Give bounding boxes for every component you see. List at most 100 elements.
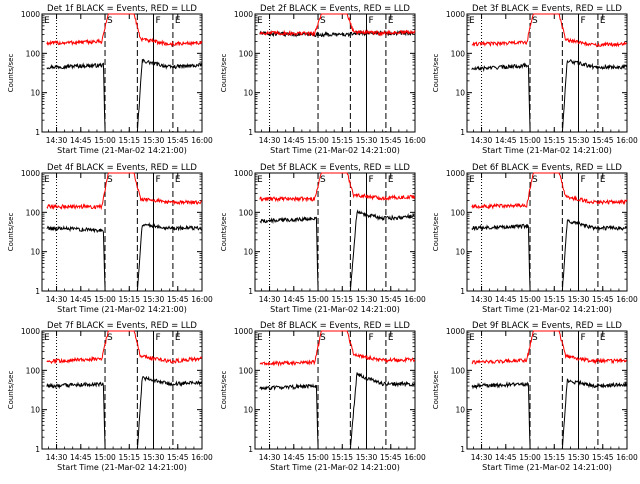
panel-title: Det 6f BLACK = Events, RED = LLD bbox=[472, 163, 622, 173]
panel-det-6: Det 6f BLACK = Events, RED = LLD 1 10 100 10… bbox=[432, 163, 638, 314]
y-tick-label: 1 bbox=[248, 128, 253, 137]
marker-label: S bbox=[532, 333, 538, 343]
y-axis-label: Counts/sec bbox=[432, 54, 440, 93]
x-axis-label: Start Time (21-Mar-02 14:21:00) bbox=[270, 463, 400, 472]
marker-label: S bbox=[532, 175, 538, 185]
x-tick-label: 14:45 bbox=[70, 295, 92, 304]
events-series-line bbox=[471, 218, 628, 292]
plot-frame bbox=[41, 172, 203, 292]
plot-frame bbox=[466, 13, 628, 133]
y-tick-label: 1 bbox=[35, 128, 40, 137]
panel-title: Det 9f BLACK = Events, RED = LLD bbox=[472, 321, 622, 331]
marker-label: F bbox=[369, 16, 374, 26]
panel-det-3: Det 3f BLACK = Events, RED = LLD 1 10 100 10… bbox=[432, 4, 638, 155]
y-tick-label: 10 bbox=[455, 406, 465, 415]
marker-label: S bbox=[320, 175, 326, 185]
marker-label: E bbox=[600, 16, 606, 26]
x-tick-label: 15:45 bbox=[380, 295, 402, 304]
marker-label: E bbox=[469, 333, 475, 343]
y-axis-label: Counts/sec bbox=[7, 371, 15, 410]
x-tick-label: 15:45 bbox=[167, 136, 189, 145]
x-tick-label: 15:15 bbox=[118, 136, 140, 145]
lld-series-line bbox=[259, 13, 416, 38]
y-tick-label: 100 bbox=[451, 366, 466, 375]
plot-frame bbox=[466, 172, 628, 292]
marker-label: S bbox=[532, 16, 538, 26]
marker-label: E bbox=[175, 175, 181, 185]
panel-det-8: Det 8f BLACK = Events, RED = LLD 1 10 100 10… bbox=[220, 321, 426, 472]
x-tick-label: 15:00 bbox=[307, 136, 329, 145]
marker-label: E bbox=[44, 333, 50, 343]
x-axis-label: Start Time (21-Mar-02 14:21:00) bbox=[57, 146, 187, 155]
y-tick-label: 1 bbox=[248, 445, 253, 454]
lld-series-line bbox=[471, 13, 628, 48]
x-tick-label: 15:00 bbox=[519, 453, 541, 462]
events-series-line bbox=[259, 209, 416, 292]
marker-label: S bbox=[320, 16, 326, 26]
events-series-line bbox=[471, 59, 628, 133]
x-tick-label: 14:30 bbox=[46, 295, 68, 304]
x-tick-label: 15:30 bbox=[568, 295, 590, 304]
y-tick-label: 100 bbox=[26, 208, 41, 217]
x-tick-label: 15:15 bbox=[543, 295, 565, 304]
y-tick-label: 10 bbox=[455, 248, 465, 257]
marker-label: F bbox=[369, 175, 374, 185]
y-tick-label: 1000 bbox=[234, 327, 253, 336]
x-tick-label: 15:00 bbox=[519, 295, 541, 304]
marker-label: F bbox=[156, 333, 161, 343]
y-tick-label: 100 bbox=[239, 49, 254, 58]
x-tick-label: 14:45 bbox=[495, 136, 517, 145]
marker-label: E bbox=[388, 175, 394, 185]
marker-label: E bbox=[175, 333, 181, 343]
x-tick-label: 15:15 bbox=[331, 136, 353, 145]
x-tick-label: 15:45 bbox=[592, 295, 614, 304]
x-tick-label: 14:45 bbox=[70, 136, 92, 145]
y-tick-label: 100 bbox=[239, 208, 254, 217]
y-tick-label: 10 bbox=[30, 89, 40, 98]
x-tick-label: 15:15 bbox=[118, 295, 140, 304]
x-tick-label: 15:15 bbox=[331, 295, 353, 304]
x-tick-label: 14:30 bbox=[259, 295, 281, 304]
marker-label: E bbox=[44, 16, 50, 26]
y-tick-label: 1000 bbox=[446, 327, 465, 336]
x-tick-label: 14:45 bbox=[283, 295, 305, 304]
x-tick-label: 15:45 bbox=[592, 136, 614, 145]
marker-label: S bbox=[107, 333, 113, 343]
panel-det-9: Det 9f BLACK = Events, RED = LLD 1 10 100 10… bbox=[432, 321, 638, 472]
x-tick-label: 15:45 bbox=[167, 453, 189, 462]
y-tick-label: 1000 bbox=[21, 327, 40, 336]
y-axis-label: Counts/sec bbox=[432, 213, 440, 252]
y-tick-label: 1000 bbox=[446, 169, 465, 178]
marker-label: F bbox=[156, 175, 161, 185]
x-tick-label: 16:00 bbox=[191, 453, 213, 462]
x-tick-label: 15:30 bbox=[568, 136, 590, 145]
x-axis-label: Start Time (21-Mar-02 14:21:00) bbox=[482, 305, 612, 314]
x-tick-label: 16:00 bbox=[616, 295, 638, 304]
x-tick-label: 15:30 bbox=[568, 453, 590, 462]
marker-label: F bbox=[581, 175, 586, 185]
y-axis-label: Counts/sec bbox=[7, 54, 15, 93]
x-tick-label: 15:15 bbox=[118, 453, 140, 462]
panel-title: Det 5f BLACK = Events, RED = LLD bbox=[260, 163, 410, 173]
x-tick-label: 14:30 bbox=[471, 295, 493, 304]
y-tick-label: 10 bbox=[243, 406, 253, 415]
x-tick-label: 15:00 bbox=[94, 453, 116, 462]
lld-series-line bbox=[471, 172, 628, 210]
panel-title: Det 1f BLACK = Events, RED = LLD bbox=[47, 4, 197, 14]
panel-det-2: Det 2f BLACK = Events, RED = LLD 1 10 100 10… bbox=[220, 4, 426, 155]
panel-title: Det 3f BLACK = Events, RED = LLD bbox=[472, 4, 622, 14]
marker-label: S bbox=[320, 333, 326, 343]
x-tick-label: 16:00 bbox=[616, 136, 638, 145]
x-tick-label: 14:30 bbox=[259, 136, 281, 145]
y-tick-label: 1000 bbox=[234, 10, 253, 19]
panel-det-1: Det 1f BLACK = Events, RED = LLD 1 10 100 10… bbox=[7, 4, 213, 155]
x-tick-label: 15:30 bbox=[143, 136, 165, 145]
x-tick-label: 14:45 bbox=[495, 453, 517, 462]
x-axis-label: Start Time (21-Mar-02 14:21:00) bbox=[57, 463, 187, 472]
panel-title: Det 4f BLACK = Events, RED = LLD bbox=[47, 163, 197, 173]
y-tick-label: 100 bbox=[26, 366, 41, 375]
